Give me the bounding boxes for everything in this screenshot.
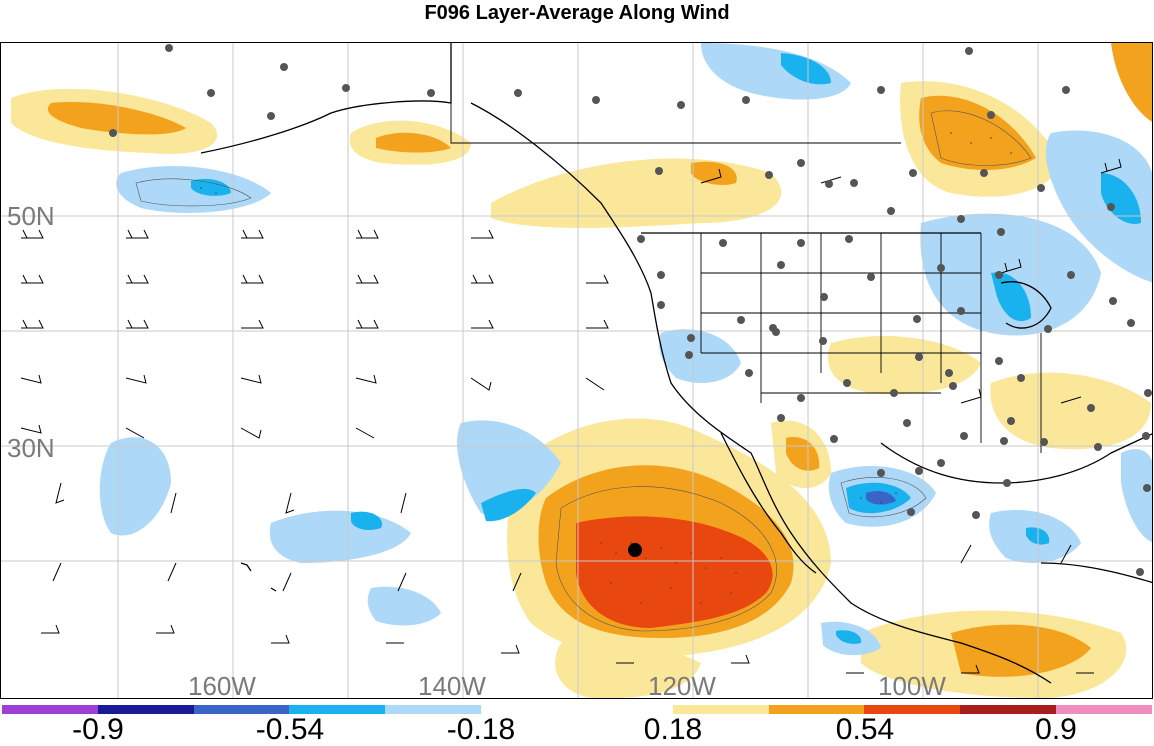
anomaly-neg-subtropical-core [351, 511, 382, 531]
lon-label-120w: 120W [648, 671, 716, 699]
hawaii [240, 562, 277, 592]
center-point-marker [628, 543, 642, 557]
anomaly-pos-nw-core [47, 102, 186, 135]
anomaly-neg-south-pacific [367, 586, 441, 626]
colorbar-segment-1 [97, 705, 194, 714]
anomaly-neg-east-core [1101, 173, 1141, 224]
colorbar-segment-0 [2, 705, 98, 714]
anomaly-neg-mid-pacific [99, 437, 171, 536]
anomaly-neg-hudson [701, 43, 851, 100]
colorbar-segment-6 [576, 705, 673, 714]
anomaly-pos-large-peak [576, 516, 773, 628]
colorbar-label-0-18: 0.18 [643, 713, 703, 746]
lat-label-50n: 50N [7, 201, 55, 231]
anomaly-neg-california [659, 329, 741, 383]
anomaly-neg-south-east-pac-core [836, 630, 862, 644]
colorbar-segment-11 [1056, 705, 1152, 714]
anomaly-pos-texas-core [786, 437, 820, 471]
alaska-coast [200, 43, 452, 154]
anomaly-pos-sw [555, 639, 701, 698]
anomaly-neg-pacific-east [457, 420, 561, 516]
map-title: F096 Layer-Average Along Wind [424, 2, 730, 24]
wind-barbs [20, 158, 1122, 674]
colorbar-label-neg-0-18: -0.18 [446, 713, 516, 746]
anomaly-neg-subtropical [269, 510, 411, 563]
colorbar-segment-4 [385, 705, 482, 714]
contour-lines [135, 110, 1032, 632]
colorbar-segment-2 [193, 705, 290, 714]
anomaly-pos-canada-core [691, 161, 737, 185]
state-borders [450, 43, 1042, 453]
colorbar [2, 705, 1152, 714]
colorbar-label-neg-0-9: -0.9 [72, 713, 124, 746]
colorbar-label-0-54: 0.54 [835, 713, 895, 746]
gulf-coast [880, 433, 1152, 484]
caribbean-coast [1040, 562, 1152, 584]
anomaly-neg-bering-core [191, 178, 231, 196]
anomaly-pos-central-us [827, 335, 981, 395]
lon-label-100w: 100W [878, 671, 946, 699]
pacific-nw-coast [470, 102, 1052, 684]
colorbar-segment-9 [864, 705, 961, 714]
anomaly-neg-right-edge [1121, 449, 1152, 543]
anomaly-neg-great-lakes-core [991, 272, 1031, 322]
colorbar-segment-8 [768, 705, 865, 714]
anomaly-pos-gulf-ak-core [376, 132, 451, 153]
colorbar-label-neg-0-54: -0.54 [255, 713, 325, 746]
anomaly-pos-canada [491, 158, 782, 228]
anomaly-pos-ne-core [919, 95, 1036, 170]
anomaly-pos-south-core [951, 624, 1091, 677]
colorbar-segment-10 [960, 705, 1057, 714]
station-dots [109, 44, 1152, 576]
map-canvas [1, 43, 1152, 698]
anomaly-neg-great-lakes [920, 213, 1101, 336]
lon-label-140w: 140W [418, 671, 486, 699]
colorbar-label-0-9: 0.9 [1035, 713, 1077, 746]
anomaly-neg-east [1045, 130, 1152, 283]
colorbar-segment-5 [481, 705, 577, 714]
anomaly-neg-mexico-peak [866, 490, 896, 505]
positive-anomaly-fill [11, 43, 1152, 698]
anomaly-neg-pacific-east-core [481, 488, 536, 522]
baja-coast [720, 432, 817, 574]
map-panel: 50N 30N 160W 140W 120W 100W [0, 42, 1153, 699]
lat-label-30n: 30N [7, 433, 55, 463]
lake-outline [1000, 281, 1052, 329]
coastlines [200, 43, 1152, 684]
colorbar-segment-7 [672, 705, 769, 714]
lon-label-160w: 160W [188, 671, 256, 699]
anomaly-neg-hudson-core [781, 53, 831, 85]
colorbar-segment-3 [289, 705, 386, 714]
anomaly-pos-se [990, 372, 1151, 450]
anomaly-pos-corner [1111, 43, 1152, 122]
